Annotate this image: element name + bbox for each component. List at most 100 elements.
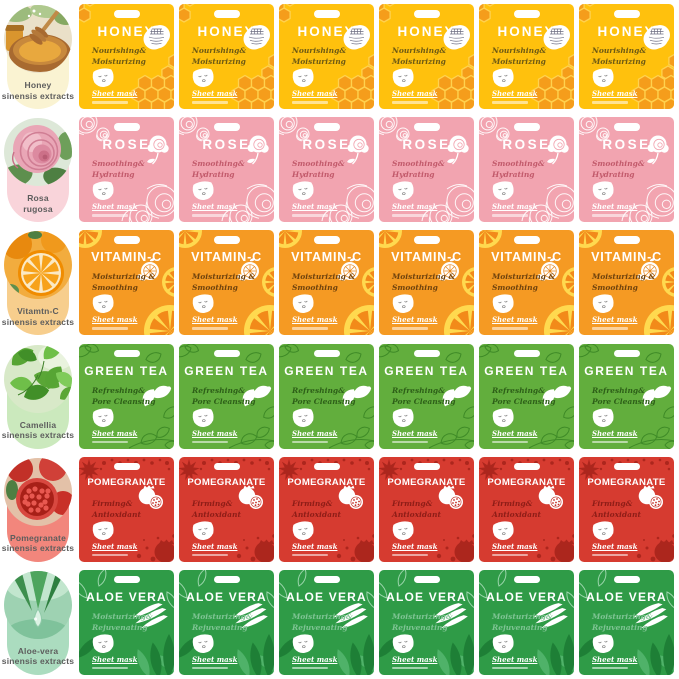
white-rose-icon	[647, 135, 669, 165]
packet-subtitle-line1: Moisturizing &	[392, 272, 456, 282]
sheet-mask-label: Sheet mask	[492, 541, 538, 551]
pomegranate-splatter-pattern	[579, 458, 674, 562]
hang-hole	[313, 123, 340, 131]
face-mask-icon	[492, 521, 514, 540]
sheet-mask-label: Sheet mask	[192, 89, 238, 98]
sheet-mask-label: Sheet mask	[492, 202, 538, 212]
aloe-leaf-outlines	[379, 569, 474, 610]
sheet-mask-label: Sheet mask	[292, 89, 338, 98]
hang-hole	[413, 349, 440, 357]
packet-subtitle-line2: Hydrating	[292, 170, 335, 180]
honey-stamp-badge-icon	[443, 25, 470, 50]
ingredient-species: sinensis extracts	[1, 316, 75, 327]
sheet-mask-packet-honey: HONEY Nourishing& Moisturizing Sheet mas…	[379, 4, 474, 109]
packet-subtitle-line2: Rejuvenating	[292, 622, 348, 632]
ingredient-species: sinensis extracts	[1, 430, 75, 440]
sheet-mask-packet-green-tea: GREEN TEA Refreshing& Pore Cleansing She…	[179, 343, 274, 449]
packet-subtitle-line2: Antioxidant	[492, 509, 541, 519]
packet-subtitle-line2: Moisturizing	[192, 57, 246, 66]
ingredient-sidebar-item-green-tea: Camellia sinensis extracts	[0, 340, 78, 453]
hang-hole	[213, 462, 240, 471]
packet-subtitle-line2: Rejuvenating	[592, 622, 648, 632]
net-weight-microtext	[292, 101, 328, 104]
net-weight-microtext	[392, 666, 428, 670]
face-mask-icon	[392, 68, 414, 88]
ingredient-sidebar-item-rose: Rosa rugosa	[0, 113, 78, 226]
honeycomb-pattern	[479, 4, 574, 109]
packet-title: ROSE	[302, 137, 351, 153]
face-mask-icon	[592, 181, 614, 201]
sheet-mask-packet-vitamin-c: VITAMIN-C Moisturizing & Smoothing Sheet…	[479, 230, 574, 336]
packet-subtitle-line1: Smoothing&	[492, 159, 545, 169]
packet-title: GREEN TEA	[584, 363, 669, 378]
hang-hole	[113, 10, 140, 18]
packet-title: GREEN TEA	[384, 363, 469, 378]
hang-hole	[213, 349, 240, 357]
rose-line-art	[179, 117, 274, 223]
sheet-mask-packet-aloe-vera: ALOE VERA Moisturizing& Rejuvenating She…	[579, 569, 674, 675]
sheet-mask-packet-pomegranate: POMEGRANATE Firming& Antioxidant Sheet m…	[579, 456, 674, 562]
sheet-mask-packet-rose: ROSE Smoothing& Hydrating Sheet mask	[379, 117, 474, 223]
sheet-mask-packet-green-tea: GREEN TEA Refreshing& Pore Cleansing She…	[79, 343, 174, 449]
white-rose-icon	[347, 135, 369, 165]
packet-subtitle-line1: Moisturizing&	[592, 611, 653, 621]
hang-hole	[213, 575, 240, 584]
hang-hole	[113, 349, 140, 357]
sheet-mask-packet-honey: HONEY Nourishing& Moisturizing Sheet mas…	[479, 4, 574, 109]
hang-hole	[413, 123, 440, 131]
hang-hole	[413, 575, 440, 584]
packet-subtitle-line2: Rejuvenating	[392, 622, 448, 632]
aloe-vera-photo	[4, 570, 72, 639]
packet-title: ALOE VERA	[386, 589, 467, 604]
sheet-mask-packet-pomegranate: POMEGRANATE Firming& Antioxidant Sheet m…	[279, 456, 374, 562]
face-mask-icon	[192, 294, 214, 314]
honeycomb-pattern	[79, 4, 174, 109]
packet-title: HONEY	[197, 24, 256, 39]
honey-stamp-badge-icon	[143, 25, 170, 50]
packet-subtitle-line1: Moisturizing&	[392, 611, 453, 621]
packet-subtitle-line1: Smoothing&	[392, 159, 445, 169]
packet-title: GREEN TEA	[284, 363, 369, 378]
orange-slice-photo	[4, 231, 72, 300]
sheet-mask-packet-honey: HONEY Nourishing& Moisturizing Sheet mas…	[179, 4, 274, 109]
face-mask-icon	[392, 181, 414, 201]
net-weight-microtext	[492, 214, 528, 217]
packet-subtitle-line1: Moisturizing&	[292, 611, 353, 621]
packet-subtitle-line2: Pore Cleansing	[292, 396, 356, 406]
ingredient-sidebar-item-aloe-vera: Aloe-vera sinensis extracts	[0, 566, 78, 679]
hang-hole	[213, 10, 240, 18]
packet-subtitle-line1: Moisturizing&	[192, 611, 253, 621]
sheet-mask-label: Sheet mask	[92, 428, 138, 438]
sheet-mask-label: Sheet mask	[192, 315, 238, 325]
packet-subtitle-line2: Antioxidant	[292, 509, 341, 519]
tea-leaf-line-art	[379, 343, 474, 449]
face-mask-icon	[292, 521, 314, 540]
ingredient-name: Camellia	[19, 419, 57, 430]
hang-hole	[113, 236, 140, 244]
sheet-mask-label: Sheet mask	[392, 654, 438, 664]
hang-hole	[613, 349, 640, 357]
net-weight-microtext	[92, 214, 128, 217]
sheet-mask-label: Sheet mask	[92, 541, 138, 551]
packet-subtitle-line2: Hydrating	[92, 170, 135, 180]
packet-title: ROSE	[602, 137, 651, 153]
hang-hole	[513, 349, 540, 357]
sheet-mask-label: Sheet mask	[592, 202, 638, 212]
honey-stamp-badge-icon	[243, 25, 270, 50]
net-weight-microtext	[292, 553, 328, 557]
hang-hole	[313, 349, 340, 357]
sheet-mask-label: Sheet mask	[392, 315, 438, 325]
white-tea-leaves-icon	[142, 385, 172, 406]
packet-subtitle-line2: Moisturizing	[92, 57, 146, 66]
packet-subtitle-line2: Pore Cleansing	[92, 396, 156, 406]
face-mask-icon	[492, 181, 514, 201]
packet-subtitle-line2: Smoothing	[492, 283, 538, 293]
aloe-leaf-outlines	[179, 569, 274, 610]
hang-hole	[113, 462, 140, 471]
orange-slice-pattern	[279, 230, 374, 336]
packet-subtitle-line2: Moisturizing	[492, 57, 546, 66]
net-weight-microtext	[492, 327, 528, 330]
packet-subtitle-line1: Nourishing&	[92, 46, 147, 55]
packet-title: ROSE	[102, 137, 151, 153]
